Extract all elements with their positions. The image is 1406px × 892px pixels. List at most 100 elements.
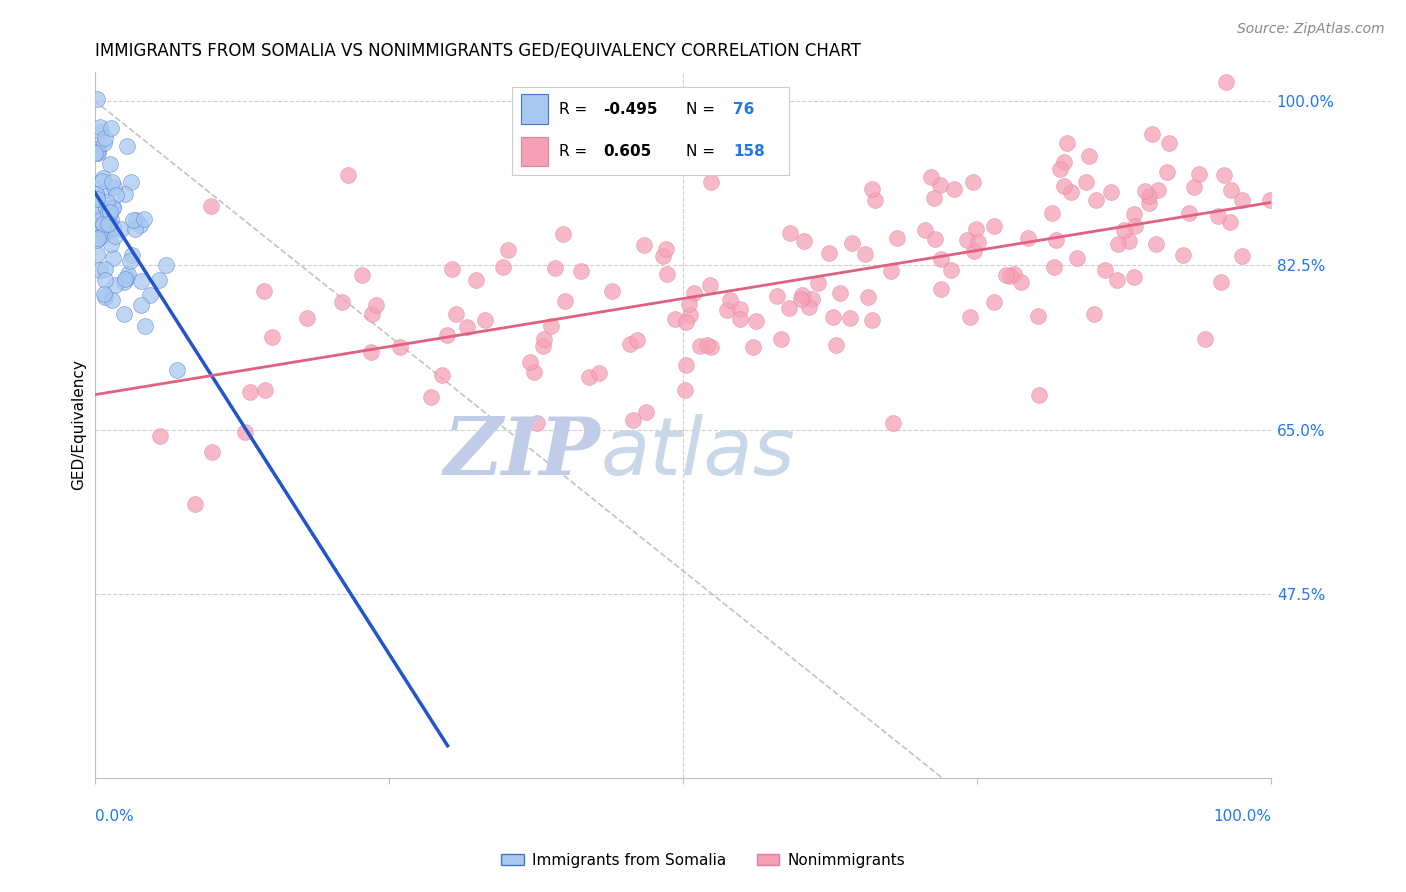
Point bbox=[1053, 154, 1076, 169]
Point bbox=[420, 390, 443, 404]
Point bbox=[621, 413, 644, 427]
Point bbox=[360, 307, 382, 321]
Point bbox=[110, 222, 132, 236]
Point bbox=[886, 231, 908, 245]
Point bbox=[440, 262, 463, 277]
Point bbox=[531, 339, 554, 353]
Point bbox=[588, 366, 610, 380]
Point bbox=[619, 337, 641, 351]
Point bbox=[101, 200, 124, 214]
Point bbox=[600, 284, 623, 298]
Point bbox=[519, 355, 541, 369]
Point bbox=[389, 340, 412, 354]
Point bbox=[817, 245, 839, 260]
Point bbox=[89, 120, 111, 134]
Point bbox=[184, 497, 207, 511]
Point bbox=[492, 260, 515, 274]
Point bbox=[134, 211, 156, 226]
Point bbox=[90, 228, 112, 243]
Point bbox=[97, 208, 120, 222]
Point bbox=[117, 267, 139, 281]
Point bbox=[149, 428, 172, 442]
Point bbox=[364, 297, 387, 311]
Point bbox=[1099, 185, 1122, 199]
Point bbox=[93, 136, 115, 150]
Point bbox=[728, 312, 751, 326]
Point bbox=[122, 213, 145, 227]
Point bbox=[700, 175, 723, 189]
Point bbox=[914, 223, 936, 237]
Point bbox=[839, 311, 862, 326]
Point bbox=[239, 384, 262, 399]
Point bbox=[96, 194, 118, 209]
Point bbox=[779, 226, 801, 240]
Point bbox=[865, 193, 887, 207]
Point bbox=[742, 340, 765, 354]
Point bbox=[790, 288, 813, 302]
Point bbox=[93, 286, 115, 301]
Point bbox=[1258, 193, 1281, 207]
Point bbox=[942, 182, 965, 196]
Point bbox=[544, 260, 567, 275]
Point bbox=[430, 368, 453, 383]
Point bbox=[770, 332, 793, 346]
Point bbox=[1215, 75, 1237, 89]
Point bbox=[98, 216, 121, 230]
Point bbox=[94, 130, 117, 145]
Point bbox=[86, 145, 108, 160]
Point bbox=[94, 183, 117, 197]
Point bbox=[444, 307, 467, 321]
Point bbox=[86, 192, 108, 206]
Point bbox=[94, 290, 117, 304]
Point bbox=[1140, 127, 1163, 141]
Point bbox=[1232, 249, 1254, 263]
Point bbox=[675, 315, 697, 329]
Point bbox=[860, 182, 883, 196]
Point bbox=[1219, 215, 1241, 229]
Point bbox=[533, 332, 555, 346]
Point bbox=[1105, 272, 1128, 286]
Point bbox=[1053, 178, 1076, 193]
Point bbox=[129, 274, 152, 288]
Point bbox=[84, 146, 107, 161]
Point bbox=[103, 180, 125, 194]
Point bbox=[523, 365, 546, 379]
Point bbox=[124, 222, 146, 236]
Point bbox=[101, 219, 124, 234]
Point bbox=[1002, 267, 1025, 281]
Point bbox=[655, 268, 678, 282]
Point bbox=[679, 308, 702, 322]
Point bbox=[1017, 231, 1039, 245]
Point bbox=[1220, 183, 1243, 197]
Point bbox=[689, 339, 711, 353]
Point bbox=[801, 292, 824, 306]
Point bbox=[112, 275, 135, 289]
Point bbox=[1206, 209, 1229, 223]
Point bbox=[860, 313, 883, 327]
Point bbox=[91, 225, 114, 239]
Point bbox=[1147, 183, 1170, 197]
Point bbox=[696, 338, 718, 352]
Point bbox=[1178, 206, 1201, 220]
Point bbox=[86, 142, 108, 156]
Point bbox=[253, 383, 276, 397]
Point bbox=[91, 174, 114, 188]
Point bbox=[1028, 388, 1050, 402]
Point bbox=[765, 289, 787, 303]
Point bbox=[474, 313, 496, 327]
Point bbox=[1026, 309, 1049, 323]
Point bbox=[931, 252, 953, 266]
Point bbox=[200, 199, 222, 213]
Point bbox=[882, 416, 904, 430]
Point bbox=[98, 205, 121, 219]
Point bbox=[105, 187, 128, 202]
Point bbox=[104, 277, 127, 292]
Point bbox=[100, 222, 122, 236]
Point bbox=[1122, 269, 1144, 284]
Point bbox=[337, 169, 360, 183]
Point bbox=[994, 268, 1017, 282]
Point bbox=[571, 264, 593, 278]
Point bbox=[89, 220, 111, 235]
Point bbox=[1188, 167, 1211, 181]
Point bbox=[1123, 207, 1146, 221]
